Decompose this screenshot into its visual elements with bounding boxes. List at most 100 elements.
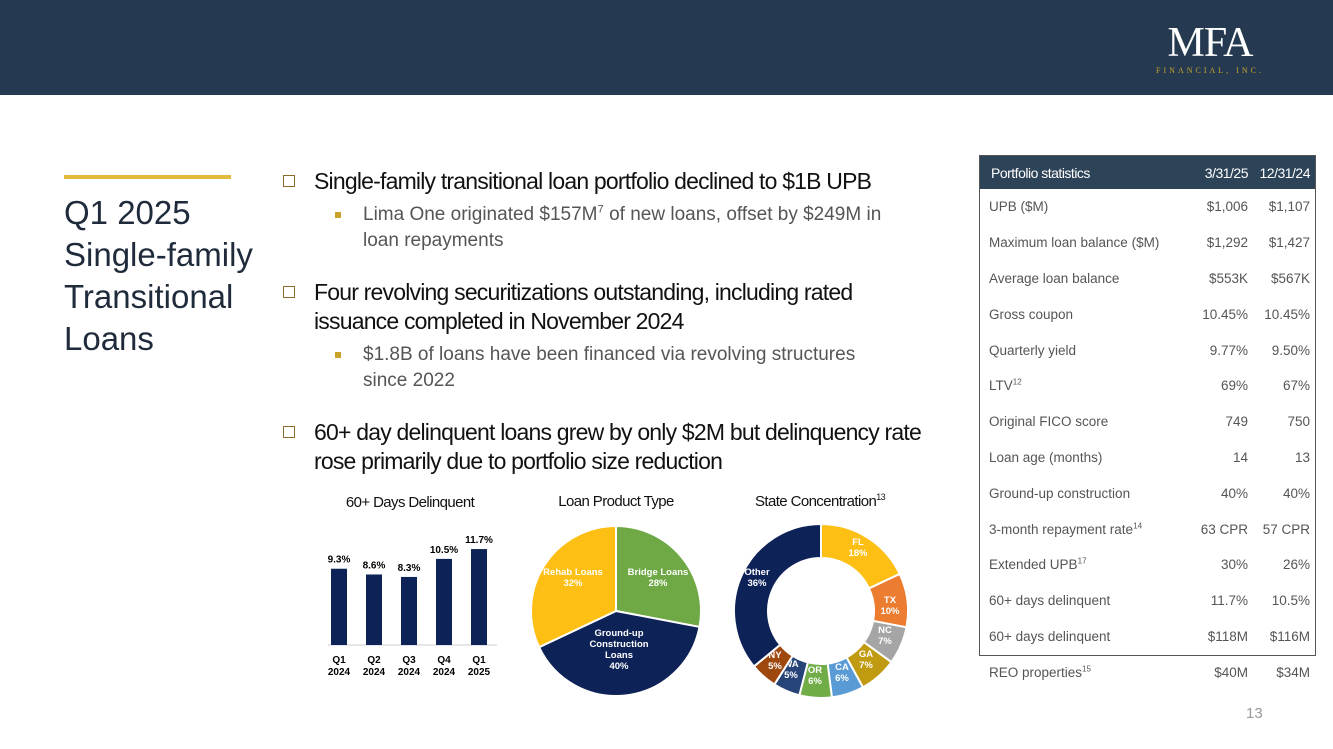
slice-label: 6% (835, 673, 849, 684)
slice (752, 643, 794, 686)
slice-label: 7% (878, 636, 892, 647)
slice-label: Other (744, 567, 770, 578)
label-text: Maximum loan balance ($M) (989, 235, 1160, 251)
slice (537, 609, 701, 697)
bar-tick-label: Q3 (402, 655, 416, 666)
chart-title-state: State Concentration13 (730, 493, 910, 511)
slice (798, 661, 834, 699)
label-text: 3-month repayment rate (989, 521, 1134, 537)
value-3-31-25: 9.77% (1209, 342, 1248, 358)
bar-tick-label: 2024 (328, 667, 351, 678)
table-row: 60+ days delinquent 11.7% 10.5% (980, 583, 1315, 619)
table-row: 60+ days delinquent $118M $116M (980, 619, 1315, 655)
sub-bullet-text: Lima One originated $157M (363, 204, 598, 225)
slice-label: Ground-up (594, 628, 643, 639)
page-title: Q1 2025 Single-family Transitional Loans (64, 194, 253, 357)
table-row: LTV12 69% 67% (980, 368, 1315, 404)
row-label: Extended UPB17 (989, 557, 1178, 572)
slice-label: 36% (747, 578, 767, 589)
logo-subtext: FINANCIAL, INC. (1156, 66, 1264, 75)
table-row: Quarterly yield 9.77% 9.50% (980, 332, 1315, 368)
slice-label: 7% (859, 660, 873, 671)
value-12-31-24: 26% (1282, 557, 1310, 573)
sub-bullet-text: $1.8B of loans have been financed via re… (363, 344, 856, 391)
table-row: Extended UPB17 30% 26% (980, 547, 1315, 583)
row-label: 3-month repayment rate14 (989, 522, 1178, 537)
value-12-31-24: 13 (1294, 449, 1310, 465)
footnote-ref: 7 (597, 203, 604, 216)
slice (530, 524, 617, 649)
title-accent-line (64, 175, 231, 179)
square-bullet-icon (283, 286, 295, 298)
slice-label: 5% (768, 661, 782, 672)
slice-label: NY (768, 650, 782, 661)
value-12-31-24: 40% (1282, 485, 1310, 501)
footnote-ref: 17 (1077, 556, 1087, 566)
label-text: 60+ days delinquent (989, 628, 1111, 644)
slice-label: WA (783, 659, 798, 670)
value-3-31-25: $1,006 (1206, 199, 1248, 215)
value-12-31-24: 57 CPR (1262, 521, 1310, 537)
table-row: Ground-up construction 40% 40% (980, 475, 1315, 511)
bar-tick-label: Q1 (332, 655, 346, 666)
bar-tick-label: 2024 (433, 667, 456, 678)
slice (845, 640, 893, 689)
slice (773, 654, 810, 697)
value-12-31-24: 10.5% (1271, 593, 1310, 609)
row-label: 60+ days delinquent (989, 629, 1178, 644)
row-label: REO properties15 (989, 665, 1178, 680)
header-band: MFA FINANCIAL, INC. (0, 0, 1333, 95)
slice (733, 522, 822, 668)
title-text: State Concentration (755, 493, 877, 510)
value-3-31-25: 69% (1220, 378, 1248, 394)
label-text: Extended UPB (989, 557, 1078, 573)
slice-label: CA (835, 662, 849, 673)
portfolio-statistics-table: Portfolio statistics 3/31/25 12/31/24 UP… (979, 155, 1316, 680)
page-number: 13 (1246, 705, 1263, 722)
row-label: 60+ days delinquent (989, 593, 1178, 608)
row-label: Average loan balance (989, 271, 1178, 286)
value-3-31-25: 10.45% (1202, 306, 1248, 322)
chart-title-delinquent: 60+ Days Delinquent (345, 494, 475, 511)
slice (820, 522, 902, 590)
bar-tick-label: Q4 (437, 655, 451, 666)
row-label: Maximum loan balance ($M) (989, 235, 1178, 250)
slice-label: Bridge Loans (628, 567, 689, 578)
label-text: Average loan balance (989, 270, 1120, 286)
table-row: Gross coupon 10.45% 10.45% (980, 296, 1315, 332)
value-12-31-24: 750 (1287, 414, 1310, 430)
bar-data-label: 11.7% (465, 535, 493, 546)
value-12-31-24: 67% (1282, 378, 1310, 394)
value-3-31-25: 11.7% (1210, 593, 1248, 609)
slice-label: 18% (848, 548, 868, 559)
table-row: Maximum loan balance ($M) $1,292 $1,427 (980, 225, 1315, 261)
bar (331, 568, 347, 645)
value-3-31-25: $553K (1208, 270, 1248, 286)
label-text: Gross coupon (989, 306, 1074, 322)
slice (862, 619, 908, 664)
slice (826, 656, 865, 699)
label-text: Ground-up construction (989, 485, 1131, 501)
table-header: Portfolio statistics 3/31/25 12/31/24 (980, 156, 1315, 189)
value-12-31-24: $1,107 (1268, 199, 1310, 215)
square-bullet-icon (283, 175, 295, 187)
slice-label: OR (808, 665, 822, 676)
bar-data-label: 9.3% (328, 555, 351, 566)
bar (366, 574, 382, 645)
slice-label: 6% (808, 676, 822, 687)
label-text: Quarterly yield (989, 342, 1077, 358)
bullet-2: Four revolving securitizations outstandi… (283, 278, 903, 394)
bar (401, 576, 417, 645)
table-row: 3-month repayment rate14 63 CPR 57 CPR (980, 511, 1315, 547)
value-3-31-25: $118M (1207, 628, 1248, 644)
value-3-31-25: 40% (1220, 485, 1248, 501)
value-12-31-24: 10.45% (1264, 306, 1310, 322)
row-label: Loan age (months) (989, 450, 1178, 465)
bar-tick-label: 2025 (468, 667, 491, 678)
row-label: Gross coupon (989, 307, 1178, 322)
bar-tick-label: 2024 (398, 667, 421, 678)
bar-data-label: 10.5% (430, 545, 458, 556)
bullet-3: 60+ day delinquent loans grew by only $2… (283, 418, 923, 476)
slice-label: 10% (880, 606, 900, 617)
square-bullet-icon (283, 426, 295, 438)
